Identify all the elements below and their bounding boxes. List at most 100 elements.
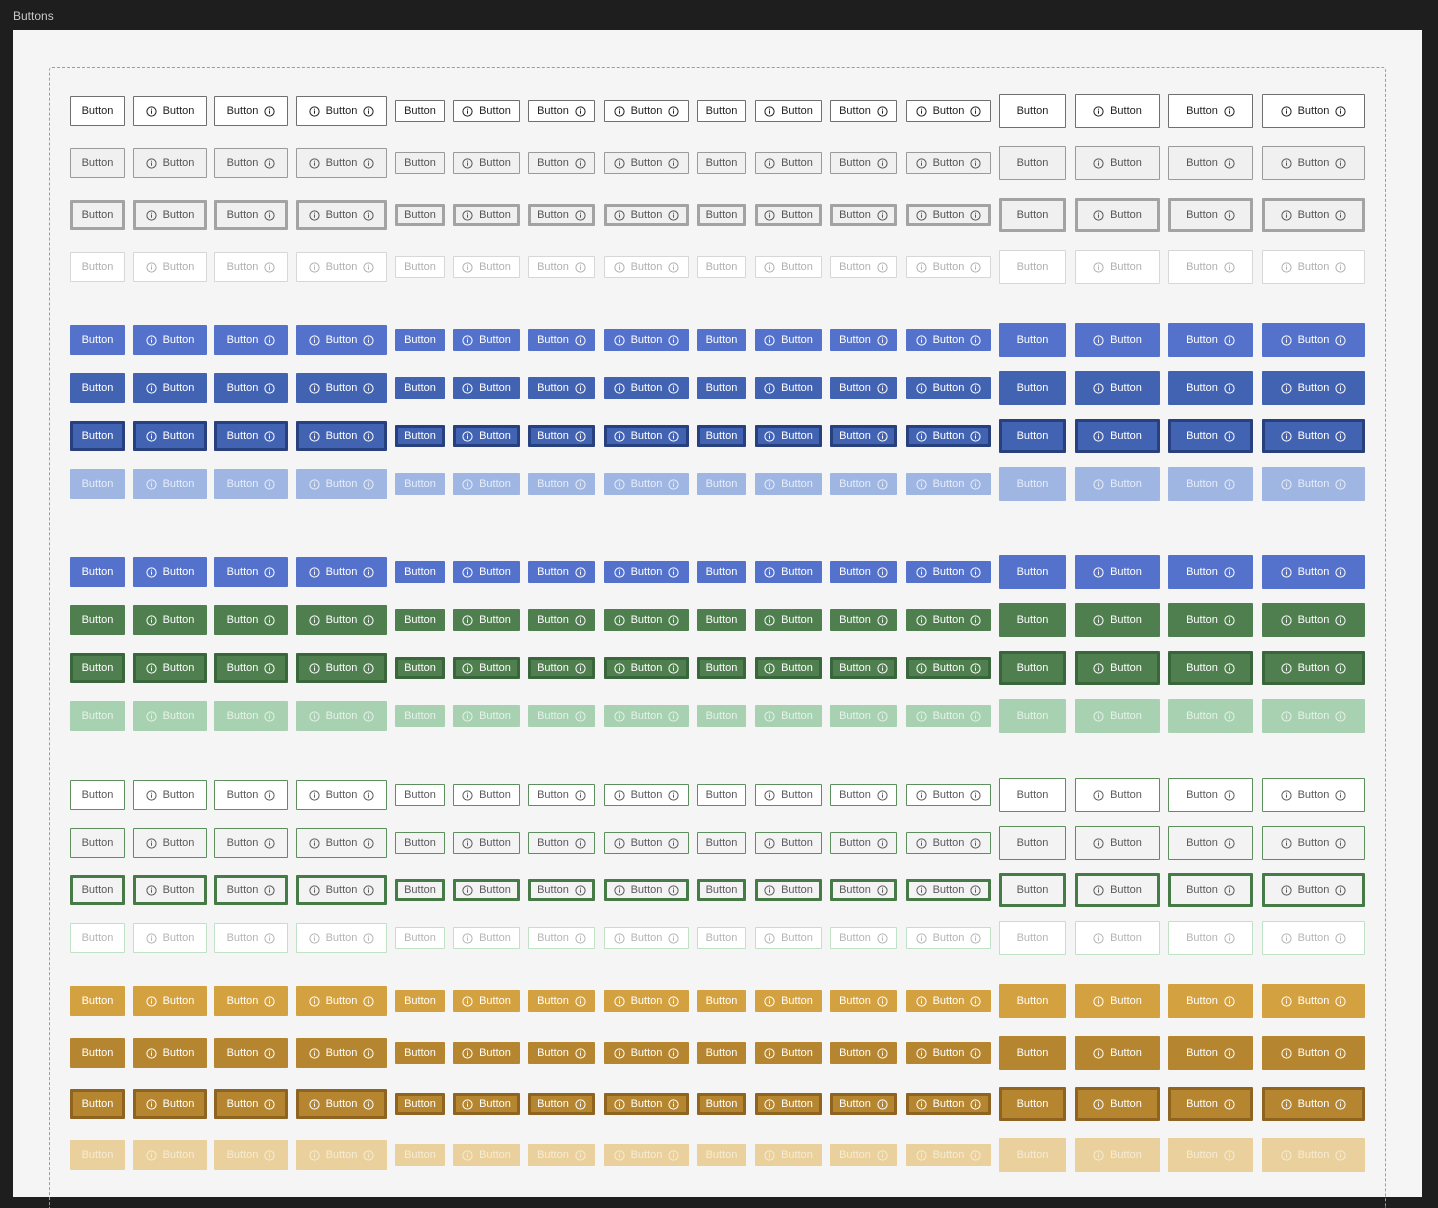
button-solid-blue-default-compact-icon-both[interactable]: Button (906, 329, 991, 351)
button-outline-green-default-small-icon-left[interactable]: Button (453, 784, 520, 806)
button-solid-gold-default-medium-icon-both[interactable]: Button (296, 986, 387, 1016)
button-solid-green-pressed-small-icon-both[interactable]: Button (604, 657, 689, 679)
button-outline-neutral-pressed-small-icon-left[interactable]: Button (453, 204, 520, 226)
button-solid-green-default-small-icon-both[interactable]: Button (604, 561, 689, 583)
button-solid-blue-pressed-compact-text[interactable]: Button (697, 425, 746, 447)
button-solid-green-hover-large-icon-left[interactable]: Button (1075, 603, 1160, 637)
button-solid-gold-pressed-compact-icon-right[interactable]: Button (830, 1093, 897, 1115)
button-outline-neutral-default-compact-icon-left[interactable]: Button (755, 100, 822, 122)
button-outline-neutral-pressed-large-icon-right[interactable]: Button (1168, 198, 1253, 232)
button-solid-blue-disabled-compact-icon-left[interactable]: Button (755, 473, 822, 495)
button-solid-blue-default-medium-icon-right[interactable]: Button (214, 325, 288, 355)
button-outline-neutral-hover-compact-icon-both[interactable]: Button (906, 152, 991, 174)
button-solid-blue-hover-large-icon-left[interactable]: Button (1075, 371, 1160, 405)
button-solid-gold-hover-large-icon-left[interactable]: Button (1075, 1036, 1160, 1070)
button-outline-neutral-pressed-large-icon-left[interactable]: Button (1075, 198, 1160, 232)
button-solid-blue-hover-large-text[interactable]: Button (999, 371, 1066, 405)
button-solid-green-disabled-small-icon-right[interactable]: Button (528, 705, 595, 727)
button-solid-blue-default-small-icon-left[interactable]: Button (453, 329, 520, 351)
button-solid-gold-default-large-icon-left[interactable]: Button (1075, 984, 1160, 1018)
button-solid-blue-hover-medium-text[interactable]: Button (70, 373, 125, 403)
button-solid-green-hover-small-icon-both[interactable]: Button (604, 609, 689, 631)
button-outline-neutral-hover-small-icon-right[interactable]: Button (528, 152, 595, 174)
button-solid-blue-hover-medium-icon-left[interactable]: Button (133, 373, 207, 403)
button-outline-green-hover-small-icon-both[interactable]: Button (604, 832, 689, 854)
button-outline-green-pressed-medium-icon-left[interactable]: Button (133, 875, 207, 905)
button-outline-green-hover-compact-icon-left[interactable]: Button (755, 832, 822, 854)
button-solid-green-default-large-icon-right[interactable]: Button (1168, 555, 1253, 589)
button-solid-blue-disabled-medium-icon-right[interactable]: Button (214, 469, 288, 499)
button-solid-blue-pressed-large-icon-right[interactable]: Button (1168, 419, 1253, 453)
button-outline-neutral-hover-large-icon-left[interactable]: Button (1075, 146, 1160, 180)
button-solid-blue-pressed-large-icon-both[interactable]: Button (1262, 419, 1365, 453)
button-solid-blue-pressed-medium-icon-both[interactable]: Button (296, 421, 387, 451)
button-solid-blue-disabled-medium-icon-both[interactable]: Button (296, 469, 387, 499)
button-solid-gold-disabled-small-icon-both[interactable]: Button (604, 1144, 689, 1166)
button-solid-gold-default-small-text[interactable]: Button (395, 990, 445, 1012)
button-outline-neutral-disabled-medium-icon-left[interactable]: Button (133, 252, 207, 282)
button-solid-green-hover-large-icon-both[interactable]: Button (1262, 603, 1365, 637)
button-outline-neutral-disabled-small-icon-both[interactable]: Button (604, 256, 689, 278)
button-outline-green-disabled-large-text[interactable]: Button (999, 921, 1066, 955)
button-solid-blue-disabled-small-icon-right[interactable]: Button (528, 473, 595, 495)
button-outline-neutral-default-small-text[interactable]: Button (395, 100, 445, 122)
button-solid-green-hover-large-text[interactable]: Button (999, 603, 1066, 637)
button-outline-neutral-default-medium-icon-left[interactable]: Button (133, 96, 207, 126)
button-outline-green-default-medium-text[interactable]: Button (70, 780, 125, 810)
button-outline-green-pressed-large-text[interactable]: Button (999, 873, 1066, 907)
button-solid-blue-default-medium-icon-left[interactable]: Button (133, 325, 207, 355)
button-outline-neutral-pressed-small-text[interactable]: Button (395, 204, 445, 226)
button-solid-green-disabled-small-icon-both[interactable]: Button (604, 705, 689, 727)
button-solid-green-pressed-medium-icon-left[interactable]: Button (133, 653, 207, 683)
button-solid-green-default-medium-icon-both[interactable]: Button (296, 557, 387, 587)
button-solid-blue-hover-large-icon-right[interactable]: Button (1168, 371, 1253, 405)
button-solid-gold-pressed-compact-text[interactable]: Button (697, 1093, 746, 1115)
button-solid-blue-pressed-small-text[interactable]: Button (395, 425, 445, 447)
button-solid-gold-disabled-large-icon-right[interactable]: Button (1168, 1138, 1253, 1172)
button-solid-green-default-large-icon-both[interactable]: Button (1262, 555, 1365, 589)
button-solid-gold-pressed-small-icon-both[interactable]: Button (604, 1093, 689, 1115)
button-solid-blue-default-medium-icon-both[interactable]: Button (296, 325, 387, 355)
button-outline-neutral-hover-medium-text[interactable]: Button (70, 148, 125, 178)
button-solid-gold-default-small-icon-right[interactable]: Button (528, 990, 595, 1012)
button-outline-green-disabled-medium-icon-left[interactable]: Button (133, 923, 207, 953)
button-outline-neutral-pressed-compact-text[interactable]: Button (697, 204, 746, 226)
button-outline-green-disabled-large-icon-right[interactable]: Button (1168, 921, 1253, 955)
button-solid-blue-disabled-compact-icon-both[interactable]: Button (906, 473, 991, 495)
button-solid-green-hover-small-icon-right[interactable]: Button (528, 609, 595, 631)
button-outline-green-hover-medium-icon-left[interactable]: Button (133, 828, 207, 858)
button-solid-gold-pressed-compact-icon-both[interactable]: Button (906, 1093, 991, 1115)
button-solid-gold-hover-medium-icon-right[interactable]: Button (214, 1038, 288, 1068)
button-outline-green-default-large-icon-right[interactable]: Button (1168, 778, 1253, 812)
button-solid-blue-pressed-medium-text[interactable]: Button (70, 421, 125, 451)
button-solid-gold-default-large-icon-both[interactable]: Button (1262, 984, 1365, 1018)
button-solid-gold-default-medium-icon-right[interactable]: Button (214, 986, 288, 1016)
button-outline-green-hover-large-icon-right[interactable]: Button (1168, 826, 1253, 860)
button-outline-green-hover-compact-icon-right[interactable]: Button (830, 832, 897, 854)
button-outline-neutral-default-large-icon-right[interactable]: Button (1168, 94, 1253, 128)
button-outline-green-pressed-small-icon-left[interactable]: Button (453, 879, 520, 901)
button-outline-neutral-hover-large-text[interactable]: Button (999, 146, 1066, 180)
button-solid-gold-hover-large-icon-right[interactable]: Button (1168, 1036, 1253, 1070)
button-outline-neutral-hover-compact-icon-right[interactable]: Button (830, 152, 897, 174)
button-outline-green-hover-small-text[interactable]: Button (395, 832, 445, 854)
button-solid-green-hover-compact-icon-right[interactable]: Button (830, 609, 897, 631)
button-outline-green-default-compact-icon-right[interactable]: Button (830, 784, 897, 806)
button-outline-neutral-pressed-small-icon-right[interactable]: Button (528, 204, 595, 226)
button-solid-blue-pressed-small-icon-right[interactable]: Button (528, 425, 595, 447)
button-solid-blue-pressed-large-text[interactable]: Button (999, 419, 1066, 453)
button-solid-blue-disabled-small-text[interactable]: Button (395, 473, 445, 495)
button-solid-green-hover-compact-icon-both[interactable]: Button (906, 609, 991, 631)
button-solid-gold-default-small-icon-both[interactable]: Button (604, 990, 689, 1012)
button-solid-blue-disabled-compact-text[interactable]: Button (697, 473, 746, 495)
button-solid-green-pressed-small-icon-right[interactable]: Button (528, 657, 595, 679)
button-outline-neutral-default-large-icon-both[interactable]: Button (1262, 94, 1365, 128)
button-outline-green-default-medium-icon-right[interactable]: Button (214, 780, 288, 810)
button-solid-green-pressed-compact-icon-right[interactable]: Button (830, 657, 897, 679)
button-outline-neutral-disabled-compact-icon-left[interactable]: Button (755, 256, 822, 278)
button-outline-green-disabled-compact-icon-right[interactable]: Button (830, 927, 897, 949)
button-outline-green-default-large-icon-both[interactable]: Button (1262, 778, 1365, 812)
button-outline-neutral-hover-large-icon-both[interactable]: Button (1262, 146, 1365, 180)
button-outline-green-disabled-medium-icon-both[interactable]: Button (296, 923, 387, 953)
button-solid-gold-hover-small-icon-left[interactable]: Button (453, 1042, 520, 1064)
